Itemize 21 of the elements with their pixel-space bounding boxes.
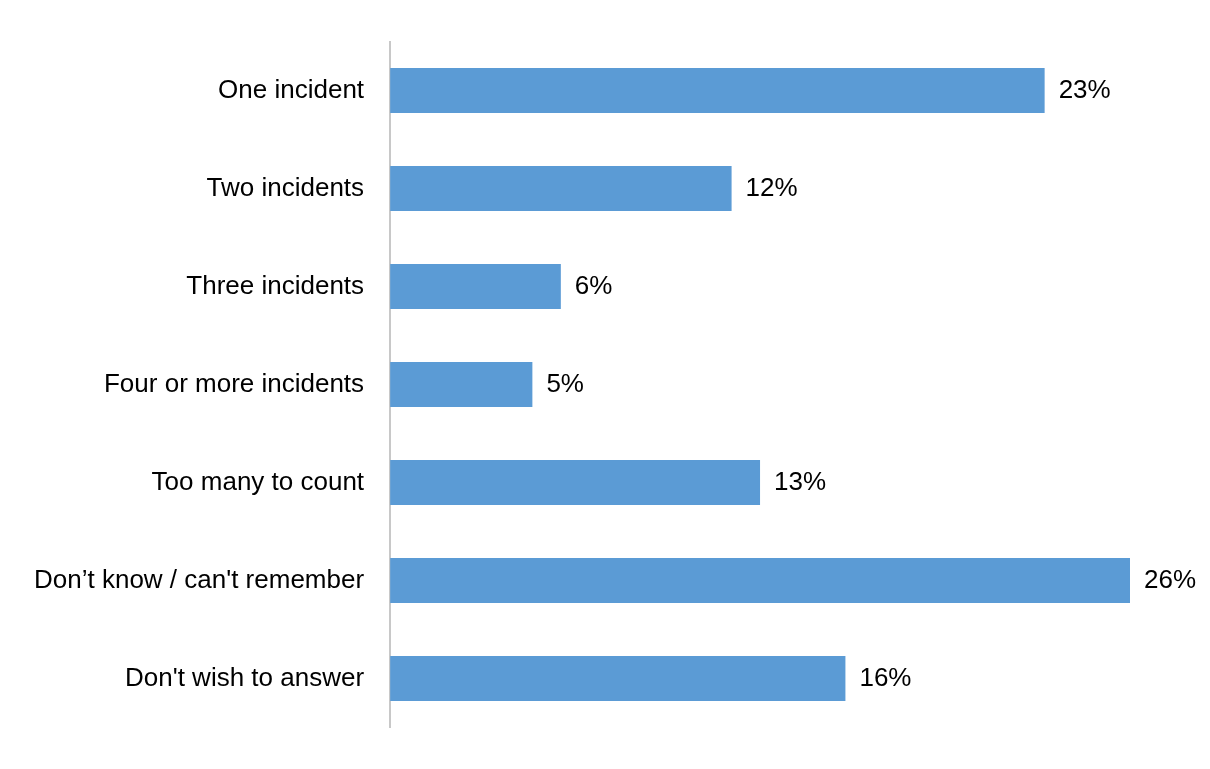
data-label: 5%	[546, 367, 584, 398]
data-label: 26%	[1144, 563, 1197, 594]
y-tick-label: Two incidents	[206, 171, 365, 202]
bar	[390, 459, 761, 506]
y-tick-label: Don't wish to answer	[125, 661, 365, 692]
bar	[390, 68, 1045, 114]
bar	[390, 166, 732, 212]
y-tick-label: Four or more incidents	[103, 367, 365, 398]
bar	[390, 557, 1130, 603]
bar	[390, 361, 533, 408]
data-label: 12%	[745, 171, 798, 202]
bar	[390, 655, 846, 701]
data-label: 16%	[859, 661, 912, 692]
y-tick-label: Three incidents	[186, 269, 365, 300]
y-tick-label: One incident	[218, 73, 365, 104]
y-tick-label: Too many to count	[151, 465, 365, 496]
y-tick-label: Don’t know / can't remember	[34, 563, 365, 594]
data-label: 13%	[774, 465, 827, 496]
data-label: 23%	[1058, 73, 1111, 104]
bar	[390, 264, 561, 310]
data-label: 6%	[574, 269, 613, 300]
